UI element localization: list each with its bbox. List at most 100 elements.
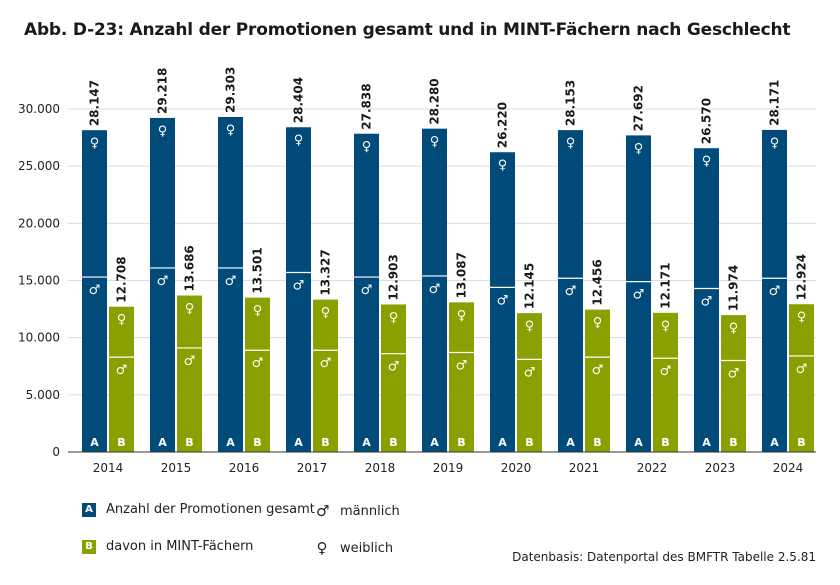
y-tick-label: 20.000 — [18, 216, 60, 230]
female-icon: ♀ — [362, 140, 372, 155]
bar-b-2016: ♀ ♂ B 13.501 — [245, 247, 270, 452]
male-icon: ♂ — [660, 364, 672, 379]
female-icon: ♀ — [634, 141, 644, 156]
bar-b-2019: ♀ ♂ B 13.087 — [449, 252, 474, 452]
value-label: 12.145 — [523, 263, 537, 309]
female-icon: ♀ — [770, 136, 780, 151]
x-tick-label: 2017 — [297, 461, 328, 475]
bar-letter: B — [389, 436, 397, 449]
male-icon: ♂ — [728, 367, 740, 382]
bar-a-2017: ♀ ♂ A 28.404 — [286, 77, 311, 453]
female-icon: ♀ — [729, 321, 739, 336]
female-icon: ♀ — [158, 124, 168, 139]
female-icon: ♀ — [253, 304, 263, 319]
bar-letter: B — [321, 436, 329, 449]
female-icon: ♀ — [593, 316, 603, 331]
bars: ♀ ♂ A 28.147 ♀ ♂ B 12.708 ♀ ♂ A 29.218 ♀ ♂ B 13.686 ♀ ♂ A 2… — [82, 67, 814, 453]
male-icon: ♂ — [524, 365, 536, 380]
bar-a-2022: ♀ ♂ A 27.692 — [626, 85, 651, 453]
bar-letter: A — [226, 436, 235, 449]
bar-letter: A — [702, 436, 711, 449]
bar-rect — [286, 127, 311, 453]
bar-b-2020: ♀ ♂ B 12.145 — [517, 263, 542, 452]
y-tick-label: 25.000 — [18, 159, 60, 173]
male-icon: ♂ — [116, 363, 128, 378]
value-label: 11.974 — [727, 265, 741, 311]
bar-a-2021: ♀ ♂ A 28.153 — [558, 80, 583, 452]
legend-item-a: A Anzahl der Promotionen gesamt — [82, 502, 315, 517]
source-note: Datenbasis: Datenportal des BMFTR Tabell… — [512, 550, 816, 564]
y-tick-label: 0 — [52, 445, 60, 459]
bar-rect — [721, 315, 746, 452]
value-label: 13.501 — [251, 247, 265, 293]
bar-letter: B — [457, 436, 465, 449]
x-tick-label: 2023 — [705, 461, 736, 475]
bar-letter: B — [797, 436, 805, 449]
male-icon: ♂ — [429, 282, 441, 297]
bar-rect — [82, 130, 107, 452]
bar-rect — [449, 302, 474, 452]
bar-letter: A — [90, 436, 99, 449]
bar-rect — [762, 129, 787, 452]
bar-letter: B — [253, 436, 261, 449]
value-label: 28.147 — [88, 80, 102, 126]
male-icon: ♂ — [796, 362, 808, 377]
value-label: 28.153 — [564, 80, 578, 126]
male-icon: ♂ — [701, 295, 713, 310]
male-icon: ♂ — [225, 274, 237, 289]
x-tick-label: 2020 — [501, 461, 532, 475]
bar-b-2022: ♀ ♂ B 12.171 — [653, 263, 678, 452]
legend-label-female: weiblich — [340, 540, 394, 556]
legend-label-b: davon in MINT-Fächern — [106, 539, 254, 554]
female-icon: ♀ — [661, 319, 671, 334]
bar-letter: B — [661, 436, 669, 449]
x-tick-label: 2014 — [93, 461, 124, 475]
bar-rect — [517, 313, 542, 452]
male-icon: ♂ — [157, 274, 169, 289]
bar-rect — [626, 135, 651, 453]
bar-letter: B — [117, 436, 125, 449]
value-label: 29.218 — [156, 68, 170, 114]
bar-rect — [694, 148, 719, 452]
bar-b-2014: ♀ ♂ B 12.708 — [109, 256, 134, 452]
bar-letter: B — [729, 436, 737, 449]
male-icon: ♂ — [184, 354, 196, 369]
legend-swatch-b: B — [82, 539, 96, 554]
female-icon: ♀ — [702, 154, 712, 169]
legend-label-a: Anzahl der Promotionen gesamt — [106, 502, 315, 517]
bar-b-2023: ♀ ♂ B 11.974 — [721, 265, 746, 452]
bar-letter: A — [294, 436, 303, 449]
legend-item-female: ♀ weiblich — [316, 539, 394, 557]
value-label: 12.171 — [659, 263, 673, 309]
female-icon: ♀ — [321, 306, 331, 321]
female-icon: ♀ — [525, 319, 535, 334]
x-tick-label: 2016 — [229, 461, 260, 475]
male-icon: ♂ — [769, 284, 781, 299]
bar-a-2020: ♀ ♂ A 26.220 — [490, 102, 515, 452]
x-tick-label: 2015 — [161, 461, 192, 475]
chart-title: Abb. D-23: Anzahl der Promotionen gesamt… — [24, 20, 791, 40]
male-icon: ♂ — [633, 288, 645, 303]
bar-b-2018: ♀ ♂ B 12.903 — [381, 254, 406, 452]
bar-rect — [585, 309, 610, 452]
bar-rect — [558, 130, 583, 452]
value-label: 29.303 — [224, 67, 238, 113]
x-tick-label: 2019 — [433, 461, 464, 475]
male-icon: ♂ — [320, 356, 332, 371]
male-icon: ♂ — [293, 278, 305, 293]
male-icon: ♂ — [316, 502, 330, 520]
bar-a-2023: ♀ ♂ A 26.570 — [694, 98, 719, 452]
bar-rect — [653, 312, 678, 452]
bar-rect — [177, 295, 202, 452]
bar-rect — [150, 117, 175, 453]
value-label: 12.456 — [591, 259, 605, 305]
y-tick-label: 5.000 — [26, 388, 60, 402]
value-label: 26.570 — [700, 98, 714, 144]
value-label: 12.903 — [387, 254, 401, 300]
male-icon: ♂ — [361, 283, 373, 298]
value-label: 13.087 — [455, 252, 469, 298]
female-icon: ♀ — [389, 310, 399, 325]
bar-letter: A — [770, 436, 779, 449]
female-icon: ♀ — [90, 136, 100, 151]
